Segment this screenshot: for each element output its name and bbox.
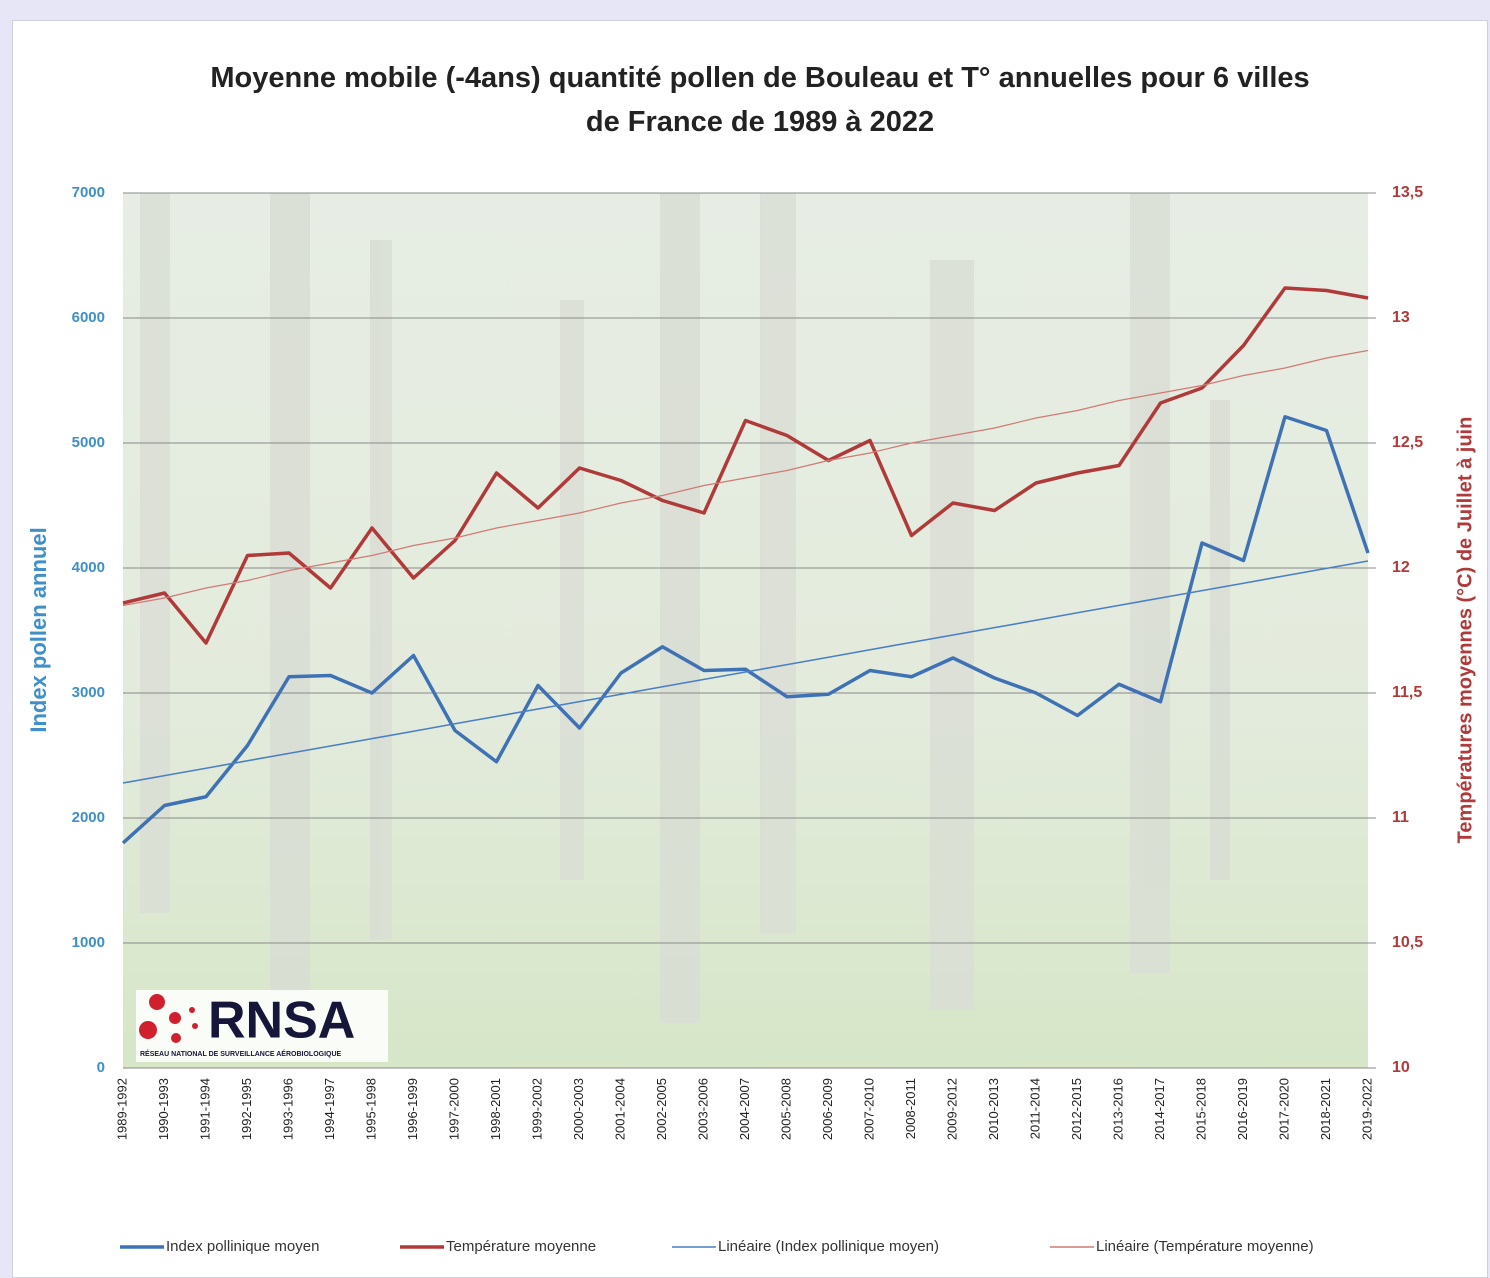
logo-subtitle: RÉSEAU NATIONAL DE SURVEILLANCE AÉROBIOL…	[140, 1049, 342, 1058]
logo-text: RNSA	[208, 992, 355, 1050]
y-tick-label: 7000	[72, 184, 105, 201]
y2-tick-label: 12	[1392, 559, 1410, 576]
x-tick-label: 1998-2001	[488, 1078, 503, 1140]
logo-dot	[139, 1021, 157, 1039]
legend-label: Linéaire (Index pollinique moyen)	[718, 1238, 939, 1255]
y-tick-label: 0	[97, 1059, 105, 1076]
x-tick-label: 1996-1999	[405, 1078, 420, 1140]
chart: RNSA RÉSEAU NATIONAL DE SURVEILLANCE AÉR…	[0, 0, 1490, 1278]
x-tick-label: 2004-2007	[737, 1078, 752, 1140]
x-tick-label: 2014-2017	[1152, 1078, 1167, 1140]
x-tick-label: 1992-1995	[239, 1078, 254, 1140]
x-tick-label: 2000-2003	[571, 1078, 586, 1140]
x-tick-label: 1991-1994	[197, 1078, 212, 1140]
x-tick-label: 1989-1992	[114, 1078, 129, 1140]
y2-tick-label: 10,5	[1392, 934, 1423, 951]
x-tick-label: 2006-2009	[820, 1078, 835, 1140]
x-tick-label: 1995-1998	[363, 1078, 378, 1140]
x-tick-label: 2007-2010	[861, 1078, 876, 1140]
legend-label: Index pollinique moyen	[166, 1238, 319, 1255]
page: Moyenne mobile (-4ans) quantité pollen d…	[0, 0, 1490, 1278]
x-tick-label: 1999-2002	[529, 1078, 544, 1140]
x-tick-label: 2012-2015	[1069, 1078, 1084, 1140]
y2-tick-label: 10	[1392, 1059, 1410, 1076]
x-tick-label: 2017-2020	[1276, 1078, 1291, 1140]
logo-dot	[149, 994, 165, 1010]
x-tick-label: 2009-2012	[944, 1078, 959, 1140]
y2-axis-label: Températures moyennes (°C) de Juillet à …	[1454, 417, 1476, 844]
x-tick-label: 2008-2011	[903, 1078, 918, 1139]
x-tick-label: 2019-2022	[1359, 1078, 1374, 1140]
y2-tick-label: 12,5	[1392, 434, 1423, 451]
x-tick-label: 1993-1996	[280, 1078, 295, 1140]
x-tick-label: 2001-2004	[612, 1078, 627, 1140]
logo-dot	[171, 1033, 181, 1043]
x-tick-label: 2010-2013	[986, 1078, 1001, 1140]
x-tick-label: 2018-2021	[1318, 1078, 1333, 1140]
x-tick-label: 1990-1993	[156, 1078, 171, 1140]
y2-tick-label: 13,5	[1392, 184, 1423, 201]
y2-tick-label: 13	[1392, 309, 1410, 326]
y-tick-label: 5000	[72, 434, 105, 451]
y2-tick-label: 11	[1392, 809, 1409, 826]
y2-tick-label: 11,5	[1392, 684, 1422, 701]
legend-label: Linéaire (Température moyenne)	[1096, 1238, 1314, 1255]
x-tick-label: 2013-2016	[1110, 1078, 1125, 1140]
logo-dot	[169, 1012, 181, 1024]
x-tick-label: 2002-2005	[654, 1078, 669, 1140]
y-tick-label: 4000	[72, 559, 105, 576]
x-tick-label: 2016-2019	[1235, 1078, 1250, 1140]
rnsa-logo: RNSA RÉSEAU NATIONAL DE SURVEILLANCE AÉR…	[136, 990, 388, 1062]
x-tick-label: 2005-2008	[778, 1078, 793, 1140]
logo-dot	[189, 1007, 195, 1013]
x-tick-label: 2015-2018	[1193, 1078, 1208, 1140]
x-tick-label: 1997-2000	[446, 1078, 461, 1140]
y-tick-label: 1000	[72, 934, 105, 951]
logo-dot	[192, 1023, 198, 1029]
y-tick-label: 6000	[72, 309, 105, 326]
legend-label: Température moyenne	[446, 1238, 596, 1255]
x-tick-label: 1994-1997	[322, 1078, 337, 1140]
x-tick-label: 2011-2014	[1027, 1078, 1042, 1139]
y-tick-label: 3000	[72, 684, 105, 701]
y-axis-label: Index pollen annuel	[26, 527, 51, 732]
x-tick-label: 2003-2006	[695, 1078, 710, 1140]
y-tick-label: 2000	[72, 809, 105, 826]
